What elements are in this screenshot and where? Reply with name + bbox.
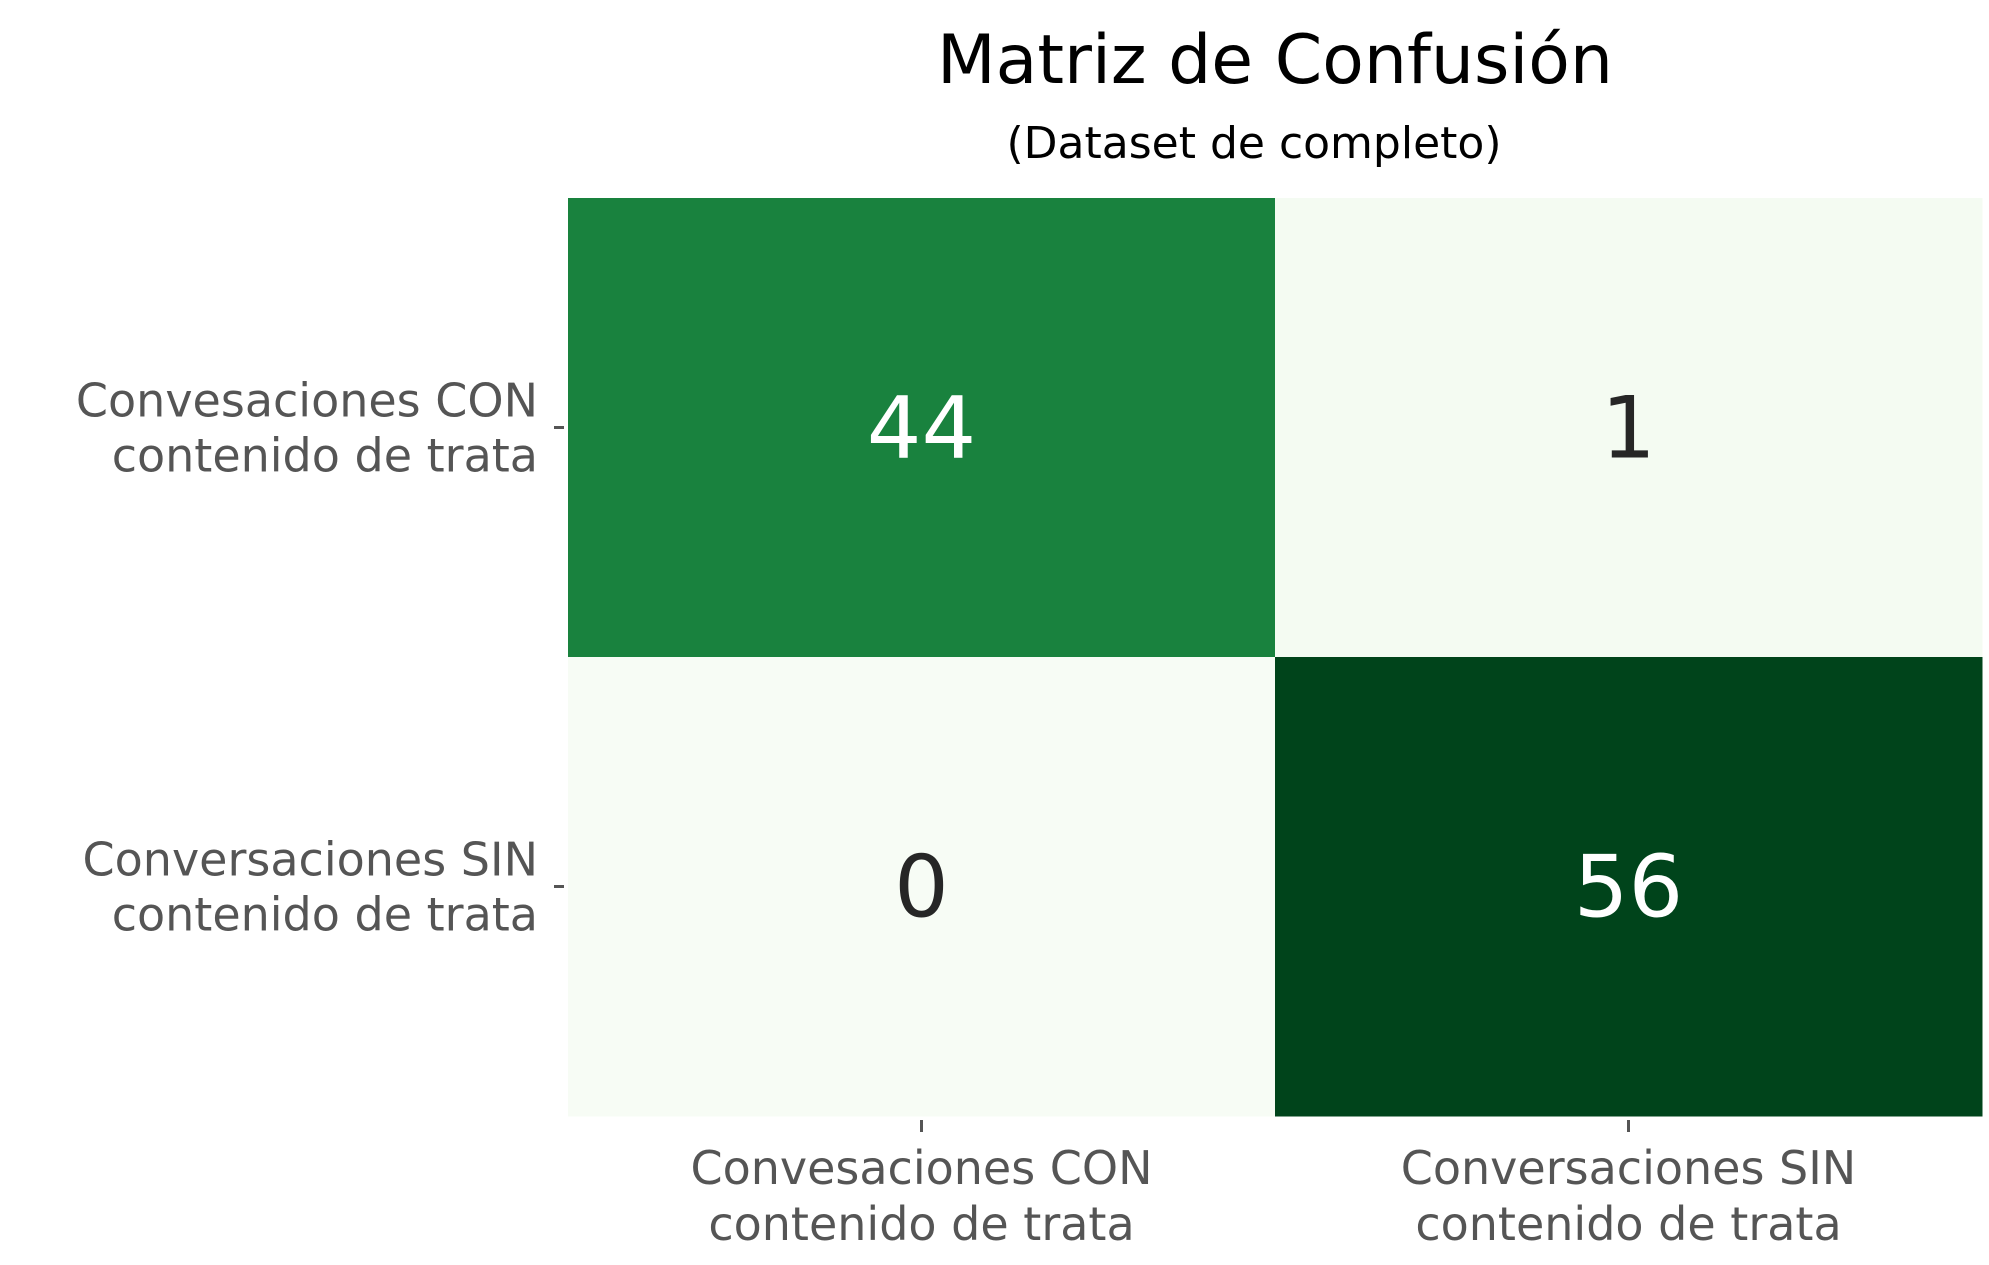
chart-subtitle: (Dataset de completo) [1007,118,1502,169]
heatmap-cell-r1-c0 [568,657,1276,1117]
chart-title: Matriz de Confusión [937,21,1613,100]
heatmap-cell-r1-c1 [1275,657,1983,1117]
y-tick-label-1: Conversaciones SIN contenido de trata [83,833,538,942]
y-tick-label-0: Convesaciones CON contenido de trata [76,374,538,483]
x-tick-label-0: Convesaciones CON contenido de trata [690,1141,1152,1251]
cell-value-r1-c1: 56 [1574,838,1683,938]
cell-value-r1-c0: 0 [894,838,949,938]
y-axis: Convesaciones CON contenido de trata Conve… [76,374,564,942]
heatmap-cell-r0-c0 [568,198,1276,658]
heatmap-cell-r0-c1 [1275,198,1983,658]
heatmap-cell-labels: 44 1 0 56 [867,379,1683,938]
cell-value-r0-c0: 44 [867,379,976,479]
x-axis: Convesaciones CON contenido de trata Conve… [690,1120,1856,1251]
cell-value-r0-c1: 1 [1601,379,1656,479]
heatmap-cells [568,198,1983,1117]
x-tick-label-1: Conversaciones SIN contenido de trata [1401,1141,1856,1251]
